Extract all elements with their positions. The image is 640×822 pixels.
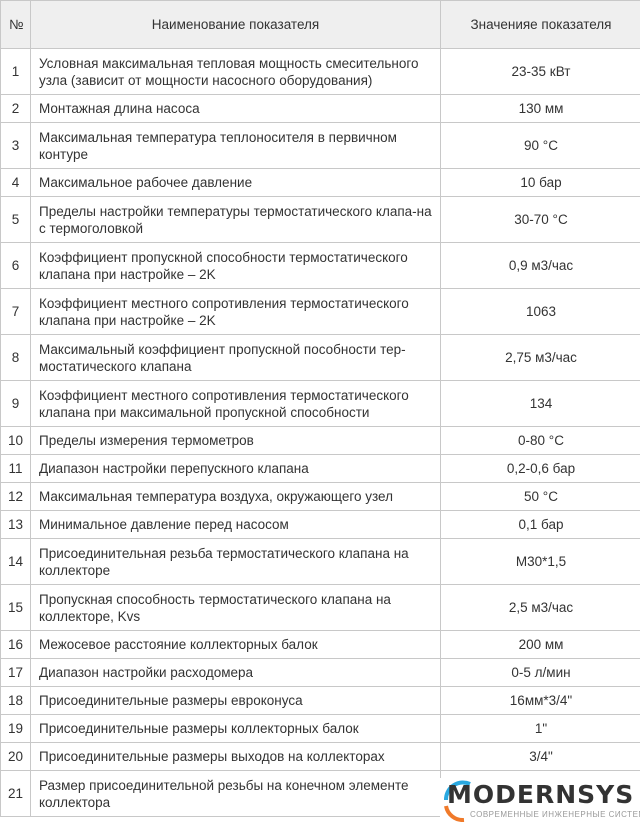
table-row: 10 Пределы измерения термометров 0-80 °С xyxy=(0,426,640,455)
row-name: Пропускная способность термостатического… xyxy=(30,584,441,631)
logo-tagline: СОВРЕМЕННЫЕ ИНЖЕНЕРНЫЕ СИСТЕМЫ xyxy=(470,810,640,819)
table-row: 9 Коэффициент местного сопротивления терм… xyxy=(0,380,640,427)
row-value: 1063 xyxy=(440,288,640,335)
modernsys-logo: MODERNSYS СОВРЕМЕННЫЕ ИНЖЕНЕРНЫЕ СИСТЕМЫ xyxy=(440,778,640,822)
row-num: 9 xyxy=(0,380,31,427)
table-row: 15 Пропускная способность термостатическо… xyxy=(0,584,640,631)
row-value: 3/4" xyxy=(440,742,640,771)
row-num: 15 xyxy=(0,584,31,631)
row-num: 1 xyxy=(0,48,31,95)
table-row: 20 Присоединительные размеры выходов на к… xyxy=(0,742,640,771)
row-name: Максимальное рабочее давление xyxy=(30,168,441,197)
row-name: Размер присоединительной резьбы на конеч… xyxy=(30,770,441,817)
row-name: Диапазон настройки расходомера xyxy=(30,658,441,687)
table-row: 14 Присоединительная резьба термостатичес… xyxy=(0,538,640,585)
row-value: 134 xyxy=(440,380,640,427)
table-row: 17 Диапазон настройки расходомера 0-5 л/ми… xyxy=(0,658,640,687)
row-num: 12 xyxy=(0,482,31,511)
row-value: 1" xyxy=(440,714,640,743)
table-row: 3 Максимальная температура теплоносителя … xyxy=(0,122,640,169)
logo-word: MODERNSYS xyxy=(447,780,635,809)
table-row: 7 Коэффициент местного сопротивления терм… xyxy=(0,288,640,335)
row-value: 2,5 м3/час xyxy=(440,584,640,631)
row-value: 130 мм xyxy=(440,94,640,123)
row-name: Монтажная длина насоса xyxy=(30,94,441,123)
row-num: 7 xyxy=(0,288,31,335)
table-row: 6 Коэффициент пропускной способности терм… xyxy=(0,242,640,289)
row-value: 30-70 °С xyxy=(440,196,640,243)
row-value: М30*1,5 xyxy=(440,538,640,585)
logo-arc-icon xyxy=(443,780,471,822)
table-row: 12 Максимальная температура воздуха, окру… xyxy=(0,482,640,511)
row-value: 23-35 кВт xyxy=(440,48,640,95)
row-num: 5 xyxy=(0,196,31,243)
row-name: Коэффициент пропускной способности термо… xyxy=(30,242,441,289)
row-name: Межосевое расстояние коллекторных балок xyxy=(30,630,441,659)
table-row: 1 Условная максимальная тепловая мощность… xyxy=(0,48,640,95)
row-num: 4 xyxy=(0,168,31,197)
row-num: 11 xyxy=(0,454,31,483)
row-num: 2 xyxy=(0,94,31,123)
table-row: 13 Минимальное давление перед насосом 0,1 … xyxy=(0,510,640,539)
row-num: 20 xyxy=(0,742,31,771)
row-name: Присоединительные размеры коллекторных б… xyxy=(30,714,441,743)
row-name: Присоединительные размеры евроконуса xyxy=(30,686,441,715)
row-name: Присоединительная резьба термостатическо… xyxy=(30,538,441,585)
header-row: № Наименование показателя Значенияе пока… xyxy=(0,0,640,49)
header-num: № xyxy=(0,0,31,49)
row-value: 0-80 °С xyxy=(440,426,640,455)
row-value: 0,9 м3/час xyxy=(440,242,640,289)
row-name: Диапазон настройки перепускного клапана xyxy=(30,454,441,483)
row-num: 10 xyxy=(0,426,31,455)
row-num: 17 xyxy=(0,658,31,687)
row-value: 0-5 л/мин xyxy=(440,658,640,687)
table-row: 4 Максимальное рабочее давление 10 бар xyxy=(0,168,640,197)
row-num: 8 xyxy=(0,334,31,381)
row-name: Условная максимальная тепловая мощность … xyxy=(30,48,441,95)
row-value: 0,2-0,6 бар xyxy=(440,454,640,483)
row-value: 50 °С xyxy=(440,482,640,511)
row-num: 3 xyxy=(0,122,31,169)
row-value: 0,1 бар xyxy=(440,510,640,539)
row-name: Минимальное давление перед насосом xyxy=(30,510,441,539)
table-row: 11 Диапазон настройки перепускного клапан… xyxy=(0,454,640,483)
table-row: 8 Максимальный коэффициент пропускной пос… xyxy=(0,334,640,381)
row-value: 10 бар xyxy=(440,168,640,197)
row-value: 2,75 м3/час xyxy=(440,334,640,381)
row-num: 16 xyxy=(0,630,31,659)
table-row: 16 Межосевое расстояние коллекторных бало… xyxy=(0,630,640,659)
table-row: 5 Пределы настройки температуры термостат… xyxy=(0,196,640,243)
row-name: Присоединительные размеры выходов на кол… xyxy=(30,742,441,771)
row-name: Пределы измерения термометров xyxy=(30,426,441,455)
row-value: 200 мм xyxy=(440,630,640,659)
row-num: 21 xyxy=(0,770,31,817)
table-row: 2 Монтажная длина насоса 130 мм xyxy=(0,94,640,123)
row-name: Коэффициент местного сопротивления термо… xyxy=(30,380,441,427)
row-name: Коэффициент местного сопротивления термо… xyxy=(30,288,441,335)
row-name: Максимальная температура воздуха, окружа… xyxy=(30,482,441,511)
table-row: 19 Присоединительные размеры коллекторных… xyxy=(0,714,640,743)
header-name: Наименование показателя xyxy=(30,0,441,49)
row-num: 13 xyxy=(0,510,31,539)
header-value: Значенияе показателя xyxy=(440,0,640,49)
row-value: 16мм*3/4" xyxy=(440,686,640,715)
row-name: Максимальная температура теплоносителя в… xyxy=(30,122,441,169)
table-row: 18 Присоединительные размеры евроконуса 16… xyxy=(0,686,640,715)
row-name: Максимальный коэффициент пропускной посо… xyxy=(30,334,441,381)
row-value: 90 °С xyxy=(440,122,640,169)
row-num: 14 xyxy=(0,538,31,585)
row-num: 6 xyxy=(0,242,31,289)
row-name: Пределы настройки температуры термостати… xyxy=(30,196,441,243)
row-num: 18 xyxy=(0,686,31,715)
row-num: 19 xyxy=(0,714,31,743)
